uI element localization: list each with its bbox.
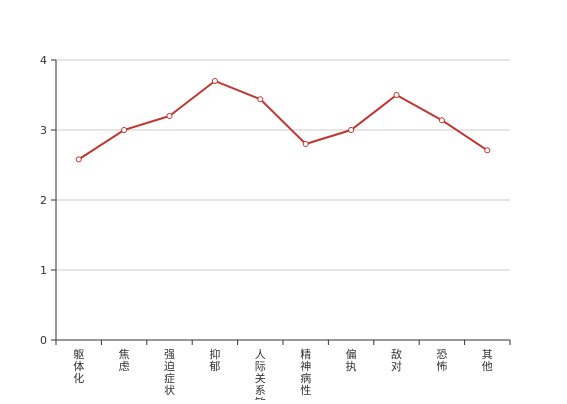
data-point	[75, 156, 82, 163]
x-tick-label: 焦虑	[119, 348, 130, 373]
data-point	[393, 92, 400, 98]
data-point	[484, 147, 491, 154]
x-tick-label: 恐怖	[436, 348, 447, 373]
x-tick-label: 精神病性	[300, 348, 311, 397]
data-point	[211, 78, 218, 84]
x-tick-label: 人际关系敏感	[255, 348, 266, 400]
series-line	[78, 80, 488, 161]
y-tick-label: 4	[40, 54, 47, 67]
x-tick-label: 敌对	[391, 347, 402, 373]
x-tick-label: 躯体化	[73, 348, 84, 385]
y-tick-label: 0	[40, 334, 47, 347]
data-point	[166, 113, 173, 119]
series-group	[75, 78, 491, 163]
x-axis-ticks: 躯体化 焦虑 强迫症状 抑郁 人际关系敏感 精神病性 偏执 敌对 恐怖 其他	[55, 340, 511, 404]
data-point	[302, 141, 309, 147]
data-point	[257, 96, 264, 103]
x-tick-label: 强迫症状	[164, 348, 175, 397]
y-tick-label: 1	[40, 264, 47, 277]
data-point	[121, 127, 128, 133]
data-point	[438, 117, 445, 124]
y-tick-label: 2	[40, 194, 47, 207]
y-axis-ticks: 0 1 2 3 4	[40, 54, 56, 347]
grid-lines	[56, 59, 510, 271]
x-tick-label: 其他	[482, 348, 493, 373]
y-tick-label: 3	[40, 124, 47, 137]
data-point	[348, 127, 355, 133]
x-tick-label: 抑郁	[209, 347, 220, 373]
x-tick-label: 偏执	[346, 347, 357, 373]
